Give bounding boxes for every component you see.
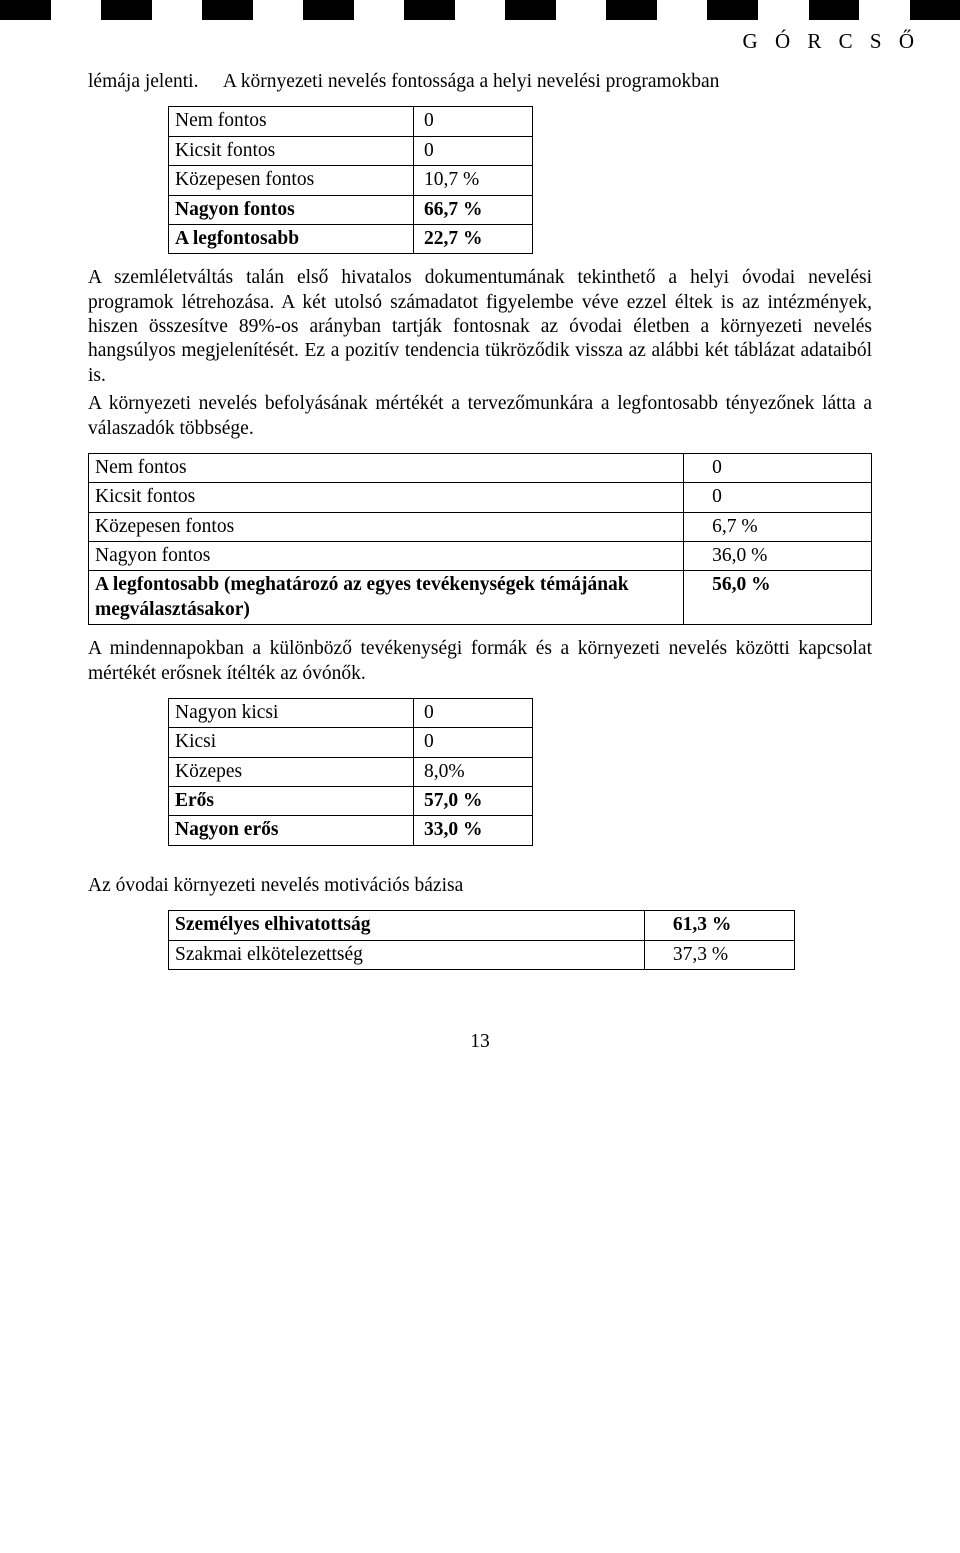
table-cell-value: 37,3 %: [644, 940, 794, 969]
section-header-right: G Ó R C S Ő: [743, 28, 920, 54]
para-1: lémája jelenti. A környezeti nevelés fon…: [88, 70, 872, 94]
table-2: Nem fontos0Kicsit fontos0Közepesen fonto…: [88, 453, 872, 625]
table-cell-value: 56,0 %: [684, 571, 872, 625]
table-cell-value: 61,3 %: [644, 911, 794, 940]
table-cell-label: Közepesen fontos: [89, 512, 684, 541]
table-cell-label: Személyes elhivatottság: [169, 911, 645, 940]
table-cell-value: 0: [414, 698, 533, 727]
table-row: Erős57,0 %: [169, 787, 533, 816]
table-row: Nagyon fontos36,0 %: [89, 542, 872, 571]
table-cell-label: Nem fontos: [89, 453, 684, 482]
table-cell-value: 6,7 %: [684, 512, 872, 541]
para-1-leadin: lémája jelenti.: [88, 71, 198, 92]
checker-square: [910, 0, 960, 20]
table-cell-label: Nem fontos: [169, 107, 414, 136]
table-row: Kicsit fontos0: [169, 136, 533, 165]
table-row: Nem fontos0: [169, 107, 533, 136]
table-row: Nagyon fontos66,7 %: [169, 195, 533, 224]
table-row: Személyes elhivatottság61,3 %: [169, 911, 795, 940]
table-row: Közepesen fontos6,7 %: [89, 512, 872, 541]
table-cell-value: 33,0 %: [414, 816, 533, 845]
table-cell-label: A legfontosabb (meghatározó az egyes tev…: [89, 571, 684, 625]
table-row: Kicsi0: [169, 728, 533, 757]
page-number: 13: [88, 1030, 872, 1054]
table-cell-value: 0: [684, 483, 872, 512]
checker-square: [404, 0, 455, 20]
checker-square: [859, 0, 910, 20]
table-row: A legfontosabb22,7 %: [169, 224, 533, 253]
checker-square: [354, 0, 405, 20]
table-cell-value: 0: [414, 136, 533, 165]
checker-square: [606, 0, 657, 20]
checker-square: [51, 0, 102, 20]
table-cell-label: Közepesen fontos: [169, 166, 414, 195]
table-cell-value: 0: [414, 107, 533, 136]
checker-square: [505, 0, 556, 20]
table-4: Személyes elhivatottság61,3 %Szakmai elk…: [168, 910, 795, 970]
table-1: Nem fontos0Kicsit fontos0Közepesen fonto…: [168, 106, 533, 254]
para-2: A szemléletváltás talán első hivatalos d…: [88, 266, 872, 388]
table-cell-label: Nagyon kicsi: [169, 698, 414, 727]
table-cell-value: 36,0 %: [684, 542, 872, 571]
table-4-body: Személyes elhivatottság61,3 %Szakmai elk…: [169, 911, 795, 970]
para-1-rest: A környezeti nevelés fontossága a helyi …: [223, 71, 720, 92]
table-cell-label: Nagyon fontos: [169, 195, 414, 224]
checker-square: [253, 0, 304, 20]
table-cell-value: 10,7 %: [414, 166, 533, 195]
page: G Ó R C S Ő lémája jelenti. A környezeti…: [0, 0, 960, 1553]
table-row: Szakmai elkötelezettség37,3 %: [169, 940, 795, 969]
checker-square: [0, 0, 51, 20]
table-cell-label: Nagyon erős: [169, 816, 414, 845]
content: lémája jelenti. A környezeti nevelés fon…: [88, 0, 872, 1054]
table-3-body: Nagyon kicsi0Kicsi0Közepes8,0%Erős57,0 %…: [169, 698, 533, 845]
table-3: Nagyon kicsi0Kicsi0Közepes8,0%Erős57,0 %…: [168, 698, 533, 846]
table-cell-label: Szakmai elkötelezettség: [169, 940, 645, 969]
table-row: Közepesen fontos10,7 %: [169, 166, 533, 195]
table-row: Közepes8,0%: [169, 757, 533, 786]
table-cell-label: Kicsit fontos: [169, 136, 414, 165]
checker-square: [101, 0, 152, 20]
table-row: Nagyon kicsi0: [169, 698, 533, 727]
para-3: A környezeti nevelés befolyásának mérték…: [88, 392, 872, 441]
para-4: A mindennapokban a különböző tevékenység…: [88, 637, 872, 686]
checker-square: [455, 0, 506, 20]
checker-square: [657, 0, 708, 20]
table-row: Nem fontos0: [89, 453, 872, 482]
table-cell-value: 8,0%: [414, 757, 533, 786]
table-cell-label: Közepes: [169, 757, 414, 786]
checker-square: [809, 0, 860, 20]
table-1-body: Nem fontos0Kicsit fontos0Közepesen fonto…: [169, 107, 533, 254]
table-cell-value: 66,7 %: [414, 195, 533, 224]
checker-square: [556, 0, 607, 20]
table-cell-label: Erős: [169, 787, 414, 816]
table-cell-value: 0: [414, 728, 533, 757]
table-cell-value: 22,7 %: [414, 224, 533, 253]
checker-square: [152, 0, 203, 20]
table-cell-value: 57,0 %: [414, 787, 533, 816]
table-cell-label: A legfontosabb: [169, 224, 414, 253]
table-row: A legfontosabb (meghatározó az egyes tev…: [89, 571, 872, 625]
checker-square: [758, 0, 809, 20]
table-cell-label: Nagyon fontos: [89, 542, 684, 571]
checker-square: [303, 0, 354, 20]
checker-square: [202, 0, 253, 20]
heading-4: Az óvodai környezeti nevelés motivációs …: [88, 874, 872, 898]
checker-square: [707, 0, 758, 20]
table-cell-value: 0: [684, 453, 872, 482]
checker-border: [0, 0, 960, 20]
table-row: Nagyon erős33,0 %: [169, 816, 533, 845]
table-cell-label: Kicsit fontos: [89, 483, 684, 512]
table-row: Kicsit fontos0: [89, 483, 872, 512]
table-cell-label: Kicsi: [169, 728, 414, 757]
table-2-body: Nem fontos0Kicsit fontos0Közepesen fonto…: [89, 453, 872, 624]
